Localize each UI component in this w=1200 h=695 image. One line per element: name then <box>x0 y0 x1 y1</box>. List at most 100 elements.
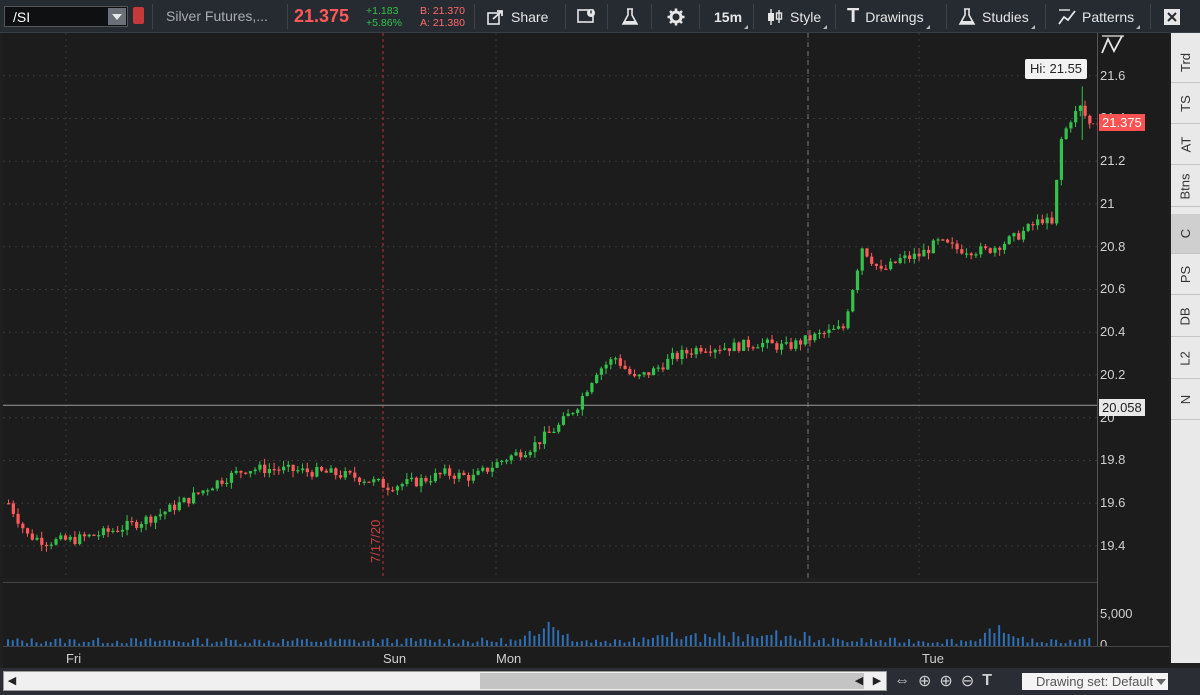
chevron-down-icon[interactable] <box>1156 679 1166 685</box>
candle-body <box>798 340 803 345</box>
tab-time-sales[interactable]: TS <box>1171 84 1200 124</box>
tab-product-depth[interactable]: PS <box>1171 255 1200 295</box>
last-price: 21.375 <box>294 6 350 26</box>
settings-button[interactable] <box>667 0 685 33</box>
text-tool-icon[interactable]: T <box>982 672 992 689</box>
candle-body <box>637 374 641 377</box>
candle-body <box>865 248 869 257</box>
volume-bar <box>836 638 839 646</box>
drawing-set-selector[interactable]: Drawing set: Default <box>1022 673 1168 690</box>
zoom-out-icon[interactable]: ⊖ <box>960 673 975 690</box>
alert-button[interactable] <box>577 0 597 33</box>
candlestick-chart[interactable]: 7/17/20 <box>3 33 1097 578</box>
volume-bar <box>538 634 541 646</box>
volume-bar <box>353 639 356 646</box>
volume-bar <box>234 639 237 646</box>
candle-body <box>457 472 461 479</box>
tab-chart[interactable]: C <box>1171 214 1200 254</box>
axis-scale-icon[interactable] <box>1100 33 1126 57</box>
volume-bar <box>964 641 967 646</box>
candle-body <box>983 246 988 249</box>
chart-toolbar: /SI Silver Futures,... 21.375 +1.183 +5.… <box>0 0 1200 33</box>
candle-body <box>761 342 765 348</box>
candle-body <box>576 409 580 413</box>
zoom-in-icon[interactable]: ⊕ <box>939 673 953 690</box>
tab-news[interactable]: N <box>1171 380 1200 420</box>
candle-body <box>44 544 49 547</box>
volume-bar <box>495 642 498 646</box>
volume-bar <box>661 634 664 646</box>
share-button[interactable]: Share <box>487 0 548 33</box>
volume-bar <box>1069 639 1072 646</box>
studies-button[interactable]: Studies <box>958 0 1035 33</box>
candle-body <box>357 477 362 482</box>
close-button[interactable] <box>1163 0 1181 33</box>
volume-bar <box>163 640 166 646</box>
volume-bar <box>1045 643 1048 646</box>
scroll-left-icon[interactable]: ◀ <box>7 675 17 687</box>
link-color-chip[interactable] <box>133 7 144 24</box>
candle-body <box>903 255 907 259</box>
candle-body <box>362 481 366 483</box>
volume-bar <box>367 640 370 646</box>
volume-bar <box>424 638 427 646</box>
candle-body <box>381 478 385 488</box>
scroll-left-icon[interactable]: ◀ <box>854 675 864 687</box>
candle-body <box>666 358 670 370</box>
volume-bar <box>732 632 735 646</box>
tab-dashboard[interactable]: DB <box>1171 297 1200 337</box>
volume-bar <box>1026 642 1029 646</box>
candle-body <box>253 469 257 472</box>
timeframe-button[interactable]: 15m <box>714 0 749 33</box>
candle-body <box>618 358 622 366</box>
tab-trade[interactable]: Trd <box>1171 43 1200 83</box>
price-chart[interactable]: 7/17/20 <box>3 33 1097 578</box>
volume-bar <box>386 638 389 646</box>
time-axis[interactable]: Fri Sun Mon Tue <box>3 646 1169 668</box>
volume-bar <box>770 634 773 646</box>
drawings-button[interactable]: T Drawings <box>847 0 930 33</box>
volume-bar <box>225 638 228 646</box>
volume-bar <box>727 642 730 646</box>
tab-active-trader[interactable]: AT <box>1171 125 1200 165</box>
patterns-label: Patterns <box>1082 8 1135 25</box>
patterns-button[interactable]: Patterns <box>1058 0 1141 33</box>
chevron-down-icon[interactable] <box>108 8 126 25</box>
candle-body <box>154 516 158 523</box>
volume-bar <box>21 640 24 646</box>
volume-pane[interactable] <box>3 582 1097 646</box>
volume-bar <box>206 638 209 646</box>
price-axis[interactable]: 21.621.421.22120.820.620.420.22019.819.6… <box>1097 33 1169 652</box>
candle-body <box>879 265 883 269</box>
time-scrollbar[interactable]: ◀ ◀ ▶ <box>3 671 887 691</box>
candle-body <box>713 349 717 353</box>
volume-bar <box>1059 643 1062 646</box>
time-label-fri: Fri <box>66 651 82 666</box>
candle-body <box>201 490 205 494</box>
drawings-label: Drawings <box>865 8 924 25</box>
tab-level-2[interactable]: L2 <box>1171 339 1200 379</box>
message-alert-icon <box>577 8 595 23</box>
candle-body <box>106 528 110 532</box>
candle-body <box>391 490 395 492</box>
volume-bar <box>566 633 569 646</box>
volume-bar <box>1031 638 1034 646</box>
candle-body <box>353 472 357 478</box>
divider <box>474 4 475 29</box>
candle-body <box>808 335 812 341</box>
crosshair-icon[interactable]: ⊕ <box>918 673 932 690</box>
symbol-text[interactable]: /SI <box>13 8 31 25</box>
lab-button[interactable] <box>621 0 639 33</box>
pan-icon[interactable]: ⇔ <box>894 672 910 689</box>
price-axis-label: 20.6 <box>1100 281 1126 297</box>
symbol-selector[interactable]: /SI <box>4 6 128 27</box>
candle-body <box>1078 105 1082 111</box>
candle-body <box>851 290 855 312</box>
scrollbar-thumb[interactable] <box>480 673 864 689</box>
studies-label: Studies <box>982 8 1029 25</box>
style-button[interactable]: Style <box>766 0 828 33</box>
tab-buttons[interactable]: Btns <box>1171 167 1200 207</box>
volume-bar <box>215 641 218 646</box>
scroll-right-icon[interactable]: ▶ <box>872 675 882 687</box>
volume-bar <box>865 642 868 646</box>
